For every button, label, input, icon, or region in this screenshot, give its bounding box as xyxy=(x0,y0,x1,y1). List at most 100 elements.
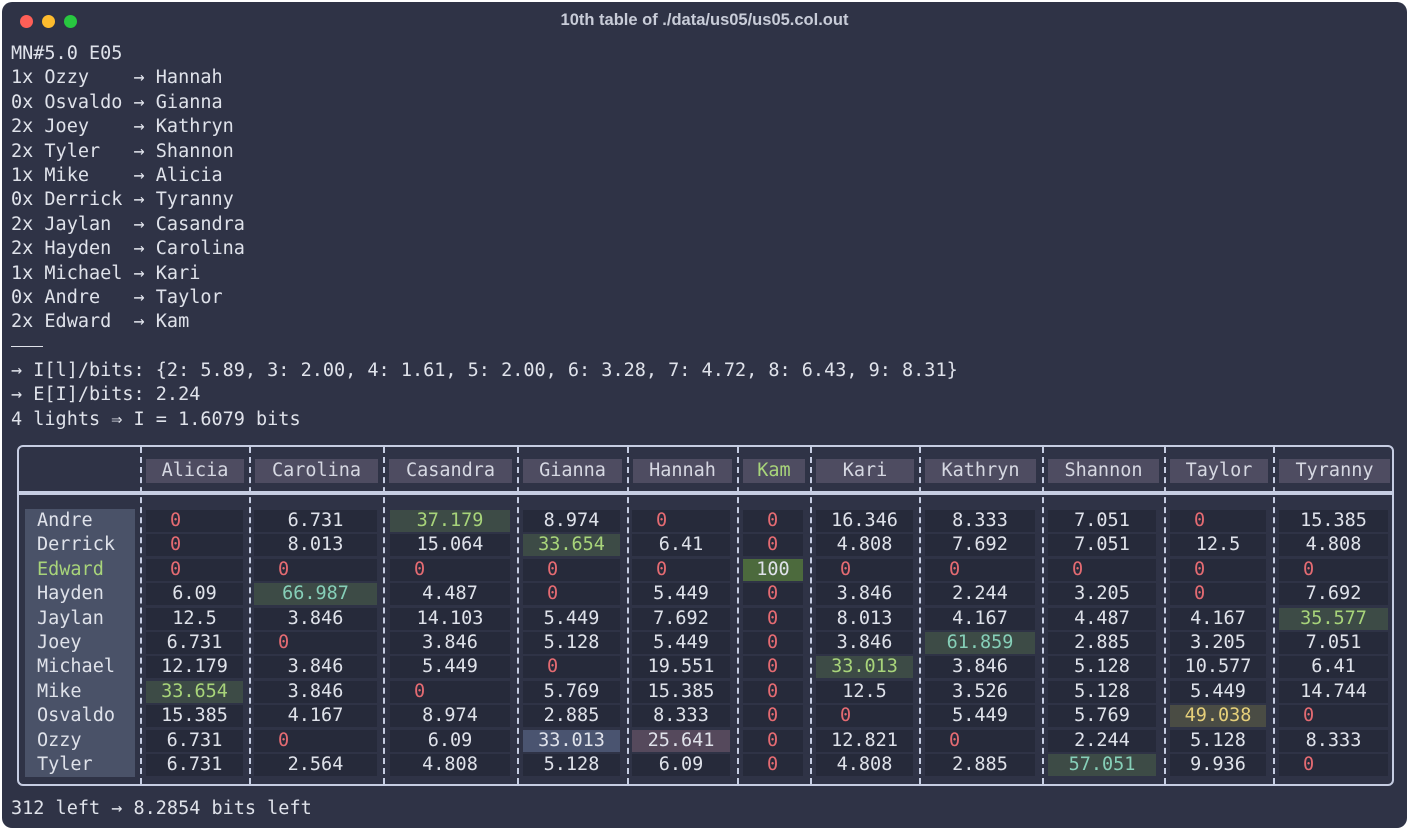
window-title: 10th table of ./data/us05/us05.col.out xyxy=(560,11,849,29)
table-cell: 0 xyxy=(146,558,243,581)
pair-count: 2x xyxy=(11,213,34,235)
table-cell: 0 xyxy=(925,558,1035,581)
row-name-jaylan: Jaylan xyxy=(37,607,104,629)
arrow-icon: → xyxy=(133,164,145,186)
table-cell: 5.128 xyxy=(1170,729,1266,752)
table-cell: 8.974 xyxy=(523,510,620,532)
pair-from: Edward xyxy=(44,311,112,333)
column-header-kathryn: Kathryn xyxy=(925,459,1036,483)
pair-to: Gianna xyxy=(155,91,223,113)
table-cell: 14.103 xyxy=(390,607,510,630)
table-cell: 19.551 xyxy=(632,656,730,679)
table-cell: 2.885 xyxy=(523,705,620,728)
table-cell: 0 xyxy=(1279,705,1388,728)
table-cell: 0 xyxy=(1170,583,1266,606)
table-cell: 0 xyxy=(390,680,510,703)
table-cell: 6.731 xyxy=(146,754,243,776)
row-name-tyler: Tyler xyxy=(37,754,93,775)
table-cell: 5.449 xyxy=(1170,680,1266,703)
pair-to: Hannah xyxy=(155,67,223,89)
table-cell: 8.333 xyxy=(632,705,730,728)
table-cell: 5.128 xyxy=(523,632,620,654)
pair-from: Ozzy xyxy=(44,67,89,89)
pair-from: Jaylan xyxy=(44,213,112,235)
pair-count: 1x xyxy=(11,262,34,284)
column-header-casandra: Casandra xyxy=(389,459,512,483)
column-header-shannon: Shannon xyxy=(1048,459,1159,483)
table-cell: 4.808 xyxy=(390,754,510,776)
close-button[interactable] xyxy=(20,15,33,28)
arrow-icon: → xyxy=(133,116,145,138)
table-cell: 4.808 xyxy=(1279,534,1388,557)
table-cell: 3.846 xyxy=(925,656,1035,679)
pair-list: 1x Ozzy → Hannah 0x Osvaldo → Gianna 2x Joey… xyxy=(11,66,958,334)
table-cell: 4.808 xyxy=(816,754,913,776)
table-cell: 0 xyxy=(523,558,620,581)
arrow-icon: → xyxy=(133,189,145,211)
pair-count: 2x xyxy=(11,116,34,138)
table-cell: 12.179 xyxy=(146,656,243,679)
table-cell: 12.5 xyxy=(1170,534,1266,557)
zoom-button[interactable] xyxy=(64,15,77,28)
pair-to: Shannon xyxy=(155,140,234,162)
column-separator xyxy=(1164,447,1166,784)
table-cell: 33.654 xyxy=(523,534,620,557)
pair-line: 2x Jaylan → Casandra xyxy=(11,213,958,237)
table-cell: 7.692 xyxy=(925,534,1035,557)
row-name-hayden: Hayden xyxy=(37,583,104,605)
table-cell: 14.744 xyxy=(1279,680,1388,703)
table-cell: 5.449 xyxy=(523,607,620,630)
info-lights-line: 4 lights ⇒ I = 1.6079 bits xyxy=(11,408,301,430)
row-name-ozzy: Ozzy xyxy=(37,729,82,751)
table-cell: 5.449 xyxy=(632,583,730,606)
row-name-michael: Michael xyxy=(37,656,115,678)
pair-to: Tyranny xyxy=(155,189,234,211)
table-cell: 0 xyxy=(743,754,803,776)
column-header-carolina: Carolina xyxy=(255,459,378,483)
table-cell: 0 xyxy=(632,558,730,581)
table-cell: 3.846 xyxy=(254,680,377,703)
minimize-button[interactable] xyxy=(42,15,55,28)
table-cell: 0 xyxy=(523,583,620,606)
table-cell: 0 xyxy=(816,558,913,581)
table-cell: 3.846 xyxy=(816,583,913,606)
table-cell: 0 xyxy=(743,656,803,679)
table-cell: 4.487 xyxy=(1048,607,1156,630)
pair-to: Kari xyxy=(155,262,201,284)
column-header-gianna: Gianna xyxy=(523,459,622,483)
table-cell: 15.385 xyxy=(1279,510,1388,532)
table-cell: 61.859 xyxy=(925,632,1035,654)
row-name-andre: Andre xyxy=(37,510,93,531)
info-expected-line: → E[I]/bits: 2.24 xyxy=(11,384,201,406)
table-cell: 3.205 xyxy=(1170,632,1266,654)
table-cell: 0 xyxy=(743,510,803,532)
table-cell: 5.128 xyxy=(523,754,620,776)
pair-to: Casandra xyxy=(155,213,245,235)
column-separator xyxy=(517,447,519,784)
table-cell: 33.654 xyxy=(146,680,243,703)
row-name-osvaldo: Osvaldo xyxy=(37,705,115,727)
info-bits-line: → I[l]/bits: {2: 5.89, 3: 2.00, 4: 1.61,… xyxy=(11,360,958,382)
separator-line xyxy=(11,335,958,359)
table-cell: 6.731 xyxy=(146,632,243,654)
table-cell: 7.051 xyxy=(1048,510,1156,532)
table-cell: 6.731 xyxy=(254,510,377,532)
table-cell: 100 xyxy=(743,558,803,581)
pair-from: Derrick xyxy=(44,189,123,211)
table-cell: 8.333 xyxy=(925,510,1035,532)
arrow-icon: → xyxy=(133,262,145,284)
column-separator xyxy=(1042,447,1044,784)
row-name-edward: Edward xyxy=(37,558,104,580)
arrow-icon: → xyxy=(133,311,145,333)
table-cell: 7.692 xyxy=(632,607,730,630)
table-cell: 0 xyxy=(743,705,803,728)
table-cell: 15.385 xyxy=(632,680,730,703)
column-header-kam: Kam xyxy=(743,459,805,483)
table-cell: 8.013 xyxy=(254,534,377,557)
table-cell: 8.974 xyxy=(390,705,510,728)
table-cell: 6.09 xyxy=(146,583,243,606)
table-cell: 0 xyxy=(743,607,803,630)
table-cell: 0 xyxy=(925,729,1035,752)
pair-line: 1x Mike → Alicia xyxy=(11,164,958,188)
footer-line: 312 left → 8.2854 bits left xyxy=(11,798,312,819)
